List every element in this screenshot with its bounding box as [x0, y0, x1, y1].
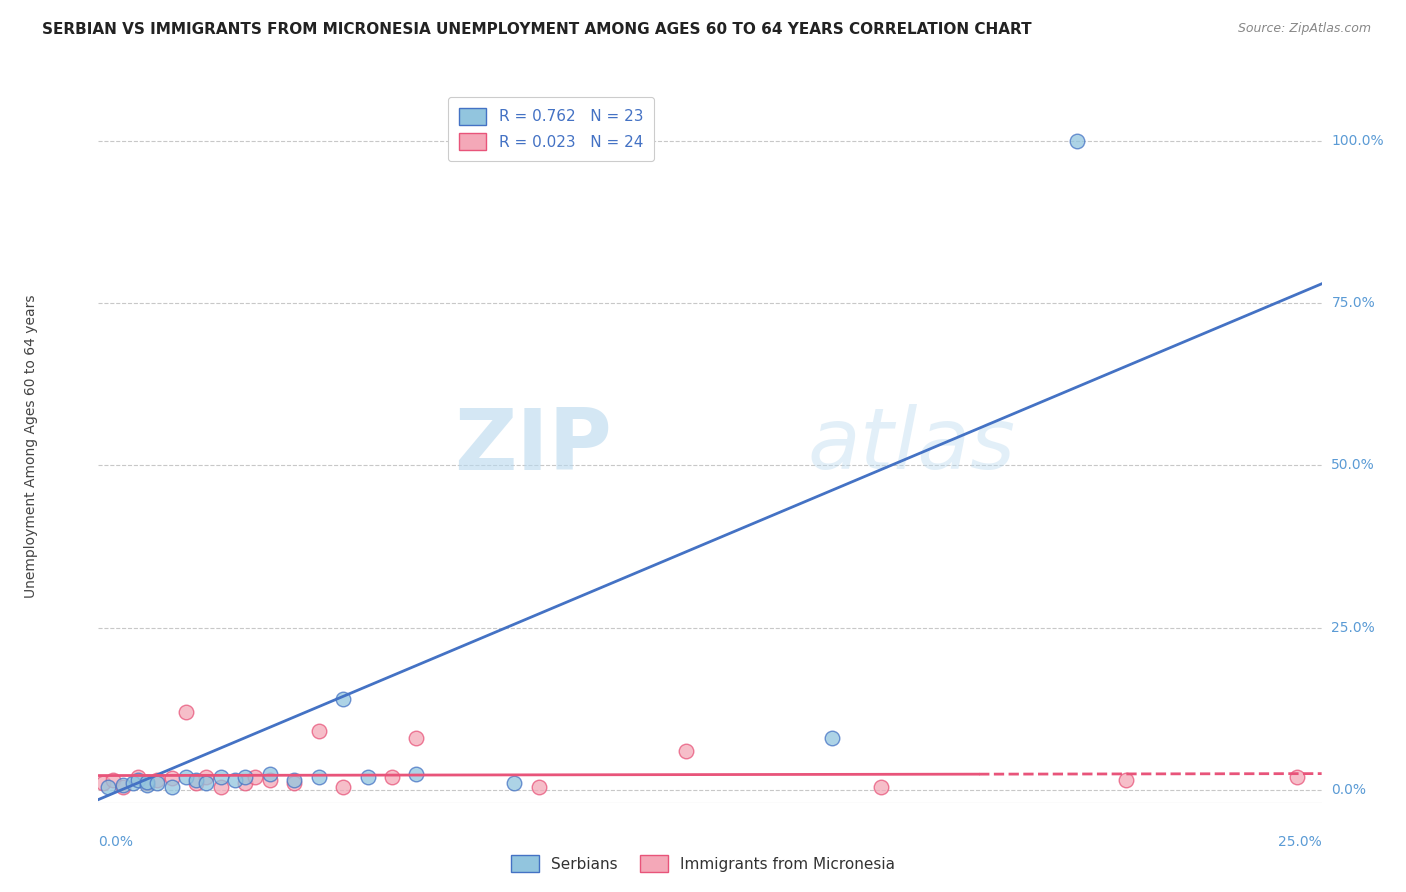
Text: 0.0%: 0.0% — [98, 835, 134, 849]
Point — [332, 692, 354, 706]
Point — [195, 770, 218, 784]
Point — [527, 780, 550, 794]
Point — [233, 770, 256, 784]
Point — [111, 778, 134, 792]
Point — [243, 770, 266, 784]
Point — [356, 770, 378, 784]
Point — [121, 776, 143, 790]
Point — [127, 773, 149, 788]
Text: SERBIAN VS IMMIGRANTS FROM MICRONESIA UNEMPLOYMENT AMONG AGES 60 TO 64 YEARS COR: SERBIAN VS IMMIGRANTS FROM MICRONESIA UN… — [42, 22, 1032, 37]
Text: Unemployment Among Ages 60 to 64 years: Unemployment Among Ages 60 to 64 years — [24, 294, 38, 598]
Point — [146, 776, 169, 790]
Point — [675, 744, 697, 758]
Point — [259, 766, 281, 780]
Point — [160, 771, 183, 785]
Point — [195, 776, 218, 790]
Legend: Serbians, Immigrants from Micronesia: Serbians, Immigrants from Micronesia — [503, 847, 903, 880]
Point — [233, 776, 256, 790]
Point — [870, 780, 893, 794]
Point — [91, 776, 114, 790]
Point — [176, 770, 198, 784]
Point — [111, 780, 134, 794]
Point — [97, 780, 120, 794]
Point — [1066, 134, 1088, 148]
Point — [1115, 773, 1137, 788]
Text: Source: ZipAtlas.com: Source: ZipAtlas.com — [1237, 22, 1371, 36]
Point — [209, 770, 232, 784]
Point — [308, 724, 330, 739]
Point — [283, 773, 305, 788]
Point — [821, 731, 844, 745]
Point — [209, 780, 232, 794]
Point — [1286, 770, 1309, 784]
Text: 50.0%: 50.0% — [1331, 458, 1375, 473]
Text: 25.0%: 25.0% — [1331, 621, 1375, 634]
Text: ZIP: ZIP — [454, 404, 612, 488]
Point — [136, 775, 159, 789]
Point — [503, 776, 526, 790]
Point — [136, 778, 159, 792]
Point — [160, 780, 183, 794]
Point — [176, 705, 198, 719]
Point — [283, 776, 305, 790]
Point — [259, 773, 281, 788]
Text: 25.0%: 25.0% — [1278, 835, 1322, 849]
Point — [136, 776, 159, 790]
Point — [146, 773, 169, 788]
Text: 100.0%: 100.0% — [1331, 134, 1384, 148]
Text: atlas: atlas — [808, 404, 1017, 488]
Point — [405, 766, 427, 780]
Text: 0.0%: 0.0% — [1331, 783, 1367, 797]
Point — [405, 731, 427, 745]
Point — [332, 780, 354, 794]
Legend: R = 0.762   N = 23, R = 0.023   N = 24: R = 0.762 N = 23, R = 0.023 N = 24 — [449, 97, 654, 161]
Point — [381, 770, 404, 784]
Point — [186, 776, 208, 790]
Point — [224, 773, 246, 788]
Point — [127, 770, 149, 784]
Point — [186, 773, 208, 788]
Point — [308, 770, 330, 784]
Text: 75.0%: 75.0% — [1331, 296, 1375, 310]
Point — [101, 773, 124, 788]
